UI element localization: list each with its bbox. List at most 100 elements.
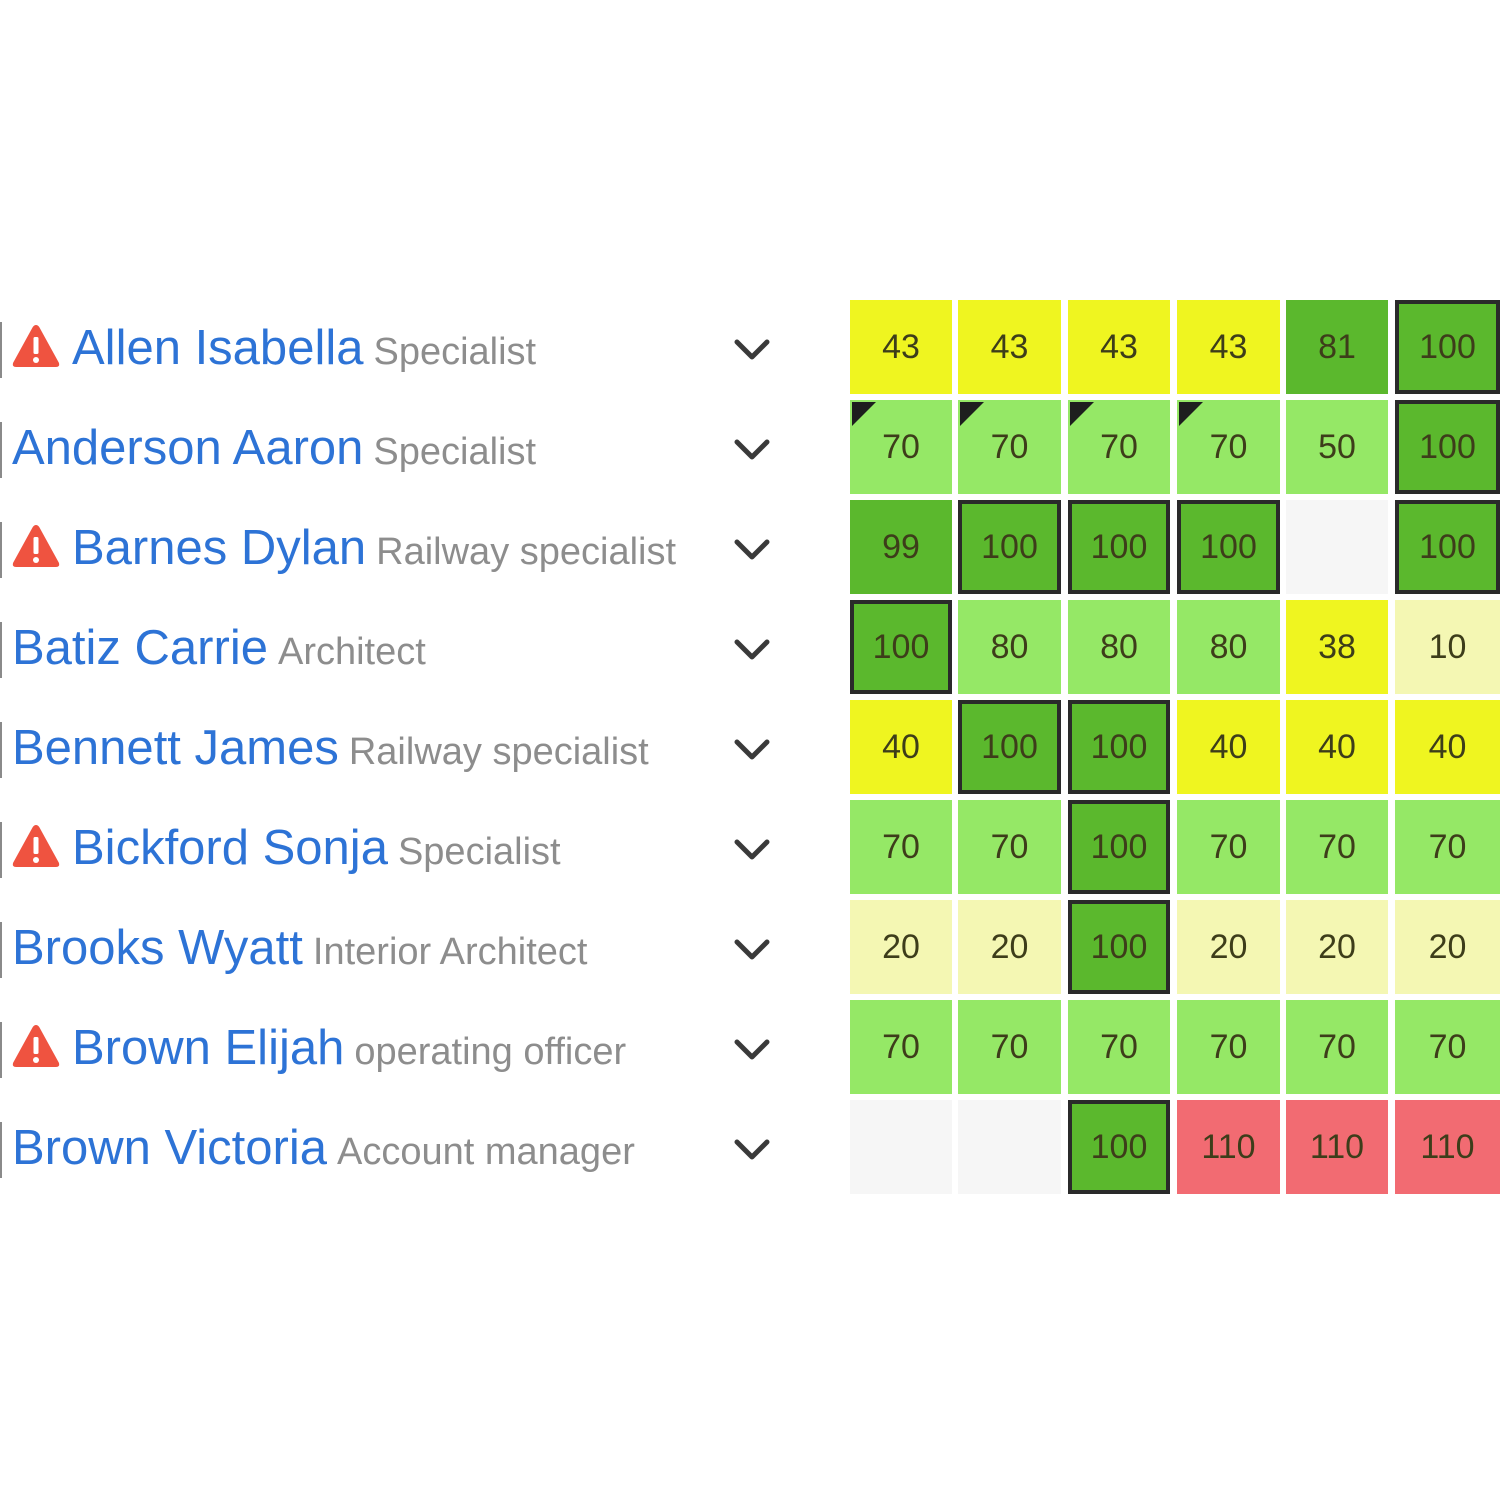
allocation-value: 70 xyxy=(1428,827,1467,866)
allocation-cell[interactable]: 100 xyxy=(1177,500,1280,594)
person-name-link[interactable]: Batiz Carrie xyxy=(12,621,268,675)
allocation-cell[interactable]: 70 xyxy=(958,400,1061,494)
person-name-link[interactable]: Brown Elijah xyxy=(72,1021,345,1075)
person-row: Anderson Aaron Specialist xyxy=(0,400,800,500)
allocation-cell[interactable]: 50 xyxy=(1286,400,1388,494)
allocation-cell[interactable]: 70 xyxy=(1068,1000,1170,1094)
allocation-cell[interactable]: 80 xyxy=(1068,600,1170,694)
person-label: Allen Isabella Specialist xyxy=(72,318,536,390)
allocation-cell[interactable]: 43 xyxy=(1068,300,1170,394)
allocation-cell[interactable]: 100 xyxy=(1068,1100,1170,1194)
warning-triangle-icon[interactable] xyxy=(11,323,61,369)
allocation-cell[interactable]: 100 xyxy=(1068,700,1170,794)
allocation-cell[interactable]: 110 xyxy=(1286,1100,1388,1194)
allocation-cell[interactable]: 70 xyxy=(850,1000,952,1094)
allocation-value: 40 xyxy=(882,727,920,766)
allocation-cell[interactable]: 110 xyxy=(1395,1100,1500,1194)
allocation-cell[interactable]: 43 xyxy=(850,300,952,394)
person-role: Account manager xyxy=(337,1131,635,1173)
allocation-cell[interactable]: 40 xyxy=(850,700,952,794)
allocation-row: 70 70 100 70 70 70 xyxy=(850,800,1500,894)
allocation-cell[interactable]: 40 xyxy=(1395,700,1500,794)
person-row: Allen Isabella Specialist xyxy=(0,300,800,400)
allocation-cell[interactable] xyxy=(958,1100,1061,1194)
chevron-down-icon[interactable] xyxy=(728,1028,776,1072)
allocation-value: 20 xyxy=(1209,927,1248,966)
allocation-value: 70 xyxy=(1428,1027,1467,1066)
allocation-cell[interactable]: 110 xyxy=(1177,1100,1280,1194)
allocation-value: 100 xyxy=(981,727,1038,766)
person-row: Barnes Dylan Railway specialist xyxy=(0,500,800,600)
allocation-cell[interactable]: 40 xyxy=(1286,700,1388,794)
person-name-link[interactable]: Bickford Sonja xyxy=(72,821,388,875)
allocation-value: 20 xyxy=(990,927,1029,966)
person-name-link[interactable]: Brooks Wyatt xyxy=(12,921,303,975)
allocation-cell[interactable]: 70 xyxy=(1177,800,1280,894)
chevron-down-icon[interactable] xyxy=(728,328,776,372)
person-name-link[interactable]: Brown Victoria xyxy=(12,1121,328,1175)
allocation-cell[interactable]: 100 xyxy=(1395,300,1500,394)
allocation-cell[interactable] xyxy=(1286,500,1388,594)
allocation-cell[interactable]: 70 xyxy=(958,800,1061,894)
allocation-value: 110 xyxy=(1201,1127,1256,1166)
allocation-cell[interactable]: 70 xyxy=(1068,400,1170,494)
chevron-down-icon[interactable] xyxy=(728,428,776,472)
allocation-cell[interactable]: 100 xyxy=(958,500,1061,594)
allocation-value: 100 xyxy=(1090,827,1148,866)
allocation-cell[interactable]: 100 xyxy=(1068,900,1170,994)
allocation-cell[interactable]: 70 xyxy=(1395,1000,1500,1094)
allocation-cell[interactable]: 43 xyxy=(1177,300,1280,394)
allocation-cell[interactable]: 10 xyxy=(1395,600,1500,694)
person-name-link[interactable]: Anderson Aaron xyxy=(12,421,364,475)
allocation-cell[interactable]: 70 xyxy=(1177,400,1280,494)
chevron-down-icon[interactable] xyxy=(728,1128,776,1172)
allocation-cell[interactable]: 81 xyxy=(1286,300,1388,394)
allocation-cell[interactable]: 20 xyxy=(1395,900,1500,994)
allocation-cell[interactable]: 100 xyxy=(1068,800,1170,894)
chevron-down-icon[interactable] xyxy=(728,528,776,572)
person-label: Brown Elijah operating officer xyxy=(72,1018,626,1090)
warning-triangle-icon[interactable] xyxy=(11,1023,61,1069)
row-divider xyxy=(0,322,2,378)
warning-triangle-icon[interactable] xyxy=(11,523,61,569)
allocation-cell[interactable]: 70 xyxy=(1286,1000,1388,1094)
chevron-down-icon[interactable] xyxy=(728,628,776,672)
row-divider xyxy=(0,422,2,478)
allocation-value: 43 xyxy=(1100,327,1138,366)
person-name-link[interactable]: Allen Isabella xyxy=(72,321,364,375)
chevron-down-icon[interactable] xyxy=(728,928,776,972)
person-name-link[interactable]: Barnes Dylan xyxy=(72,521,367,575)
allocation-value: 70 xyxy=(990,1027,1029,1066)
allocation-cell[interactable]: 80 xyxy=(1177,600,1280,694)
allocation-row: 20 20 100 20 20 20 xyxy=(850,900,1500,994)
allocation-cell[interactable]: 100 xyxy=(958,700,1061,794)
person-label: Brooks Wyatt Interior Architect xyxy=(12,918,587,990)
allocation-cell[interactable]: 20 xyxy=(1177,900,1280,994)
allocation-cell[interactable]: 70 xyxy=(850,400,952,494)
allocation-cell[interactable]: 43 xyxy=(958,300,1061,394)
allocation-cell[interactable]: 70 xyxy=(1286,800,1388,894)
allocation-cell[interactable]: 100 xyxy=(1395,500,1500,594)
allocation-cell[interactable]: 38 xyxy=(1286,600,1388,694)
allocation-cell[interactable]: 100 xyxy=(850,600,952,694)
allocation-cell[interactable]: 70 xyxy=(1177,1000,1280,1094)
allocation-value: 100 xyxy=(872,627,930,666)
allocation-cell[interactable]: 40 xyxy=(1177,700,1280,794)
chevron-down-icon[interactable] xyxy=(728,828,776,872)
allocation-cell[interactable]: 70 xyxy=(958,1000,1061,1094)
person-name-link[interactable]: Bennett James xyxy=(12,721,339,775)
allocation-cell[interactable]: 70 xyxy=(1395,800,1500,894)
allocation-cell[interactable] xyxy=(850,1100,952,1194)
chevron-down-icon[interactable] xyxy=(728,728,776,772)
allocation-cell[interactable]: 20 xyxy=(850,900,952,994)
allocation-value: 70 xyxy=(1318,827,1356,866)
allocation-cell[interactable]: 20 xyxy=(1286,900,1388,994)
allocation-cell[interactable]: 99 xyxy=(850,500,952,594)
allocation-cell[interactable]: 20 xyxy=(958,900,1061,994)
allocation-cell[interactable]: 70 xyxy=(850,800,952,894)
allocation-cell[interactable]: 100 xyxy=(1395,400,1500,494)
warning-triangle-icon[interactable] xyxy=(11,823,61,869)
allocation-cell[interactable]: 100 xyxy=(1068,500,1170,594)
allocation-value: 100 xyxy=(1090,727,1148,766)
allocation-cell[interactable]: 80 xyxy=(958,600,1061,694)
